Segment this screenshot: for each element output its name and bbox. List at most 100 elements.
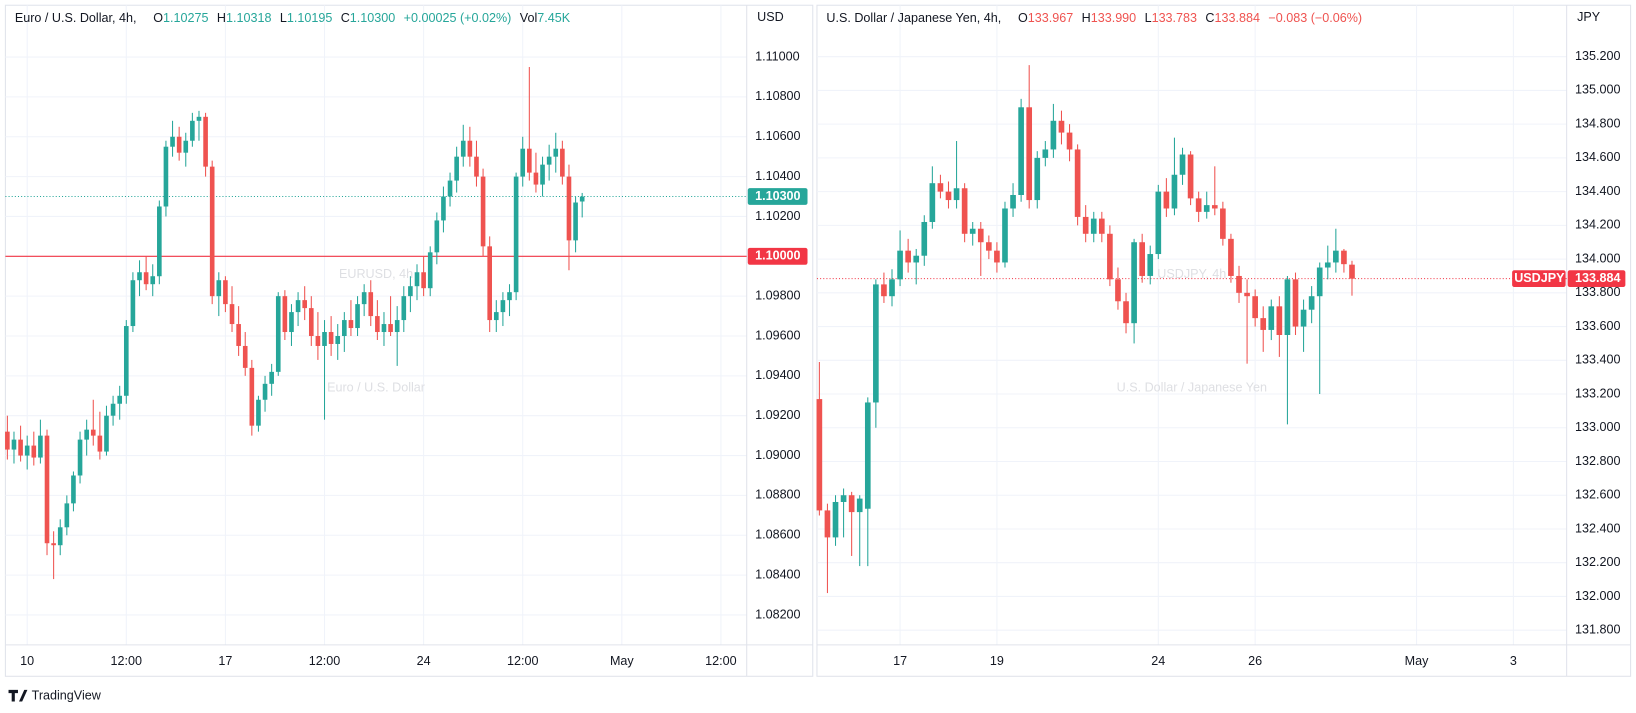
x-tick-label: 12:00 xyxy=(705,654,736,668)
chart-header: Euro / U.S. Dollar, 4h, O1.10275 H1.10318 L… xyxy=(15,11,571,25)
candle-body xyxy=(520,148,526,177)
x-tick-label: 24 xyxy=(417,654,431,668)
header-key: H xyxy=(1082,11,1091,25)
candle-body xyxy=(123,326,129,396)
y-tick-label: 132.800 xyxy=(1575,454,1620,468)
y-tick-label: 134.800 xyxy=(1575,116,1620,130)
candle-body xyxy=(881,284,887,297)
logo-mark xyxy=(8,689,28,702)
candle-body xyxy=(1203,205,1210,212)
header-title: Euro / U.S. Dollar, 4h, xyxy=(15,11,137,25)
y-tick-label: 1.10400 xyxy=(755,169,800,183)
y-tick-label: 132.400 xyxy=(1575,521,1620,535)
candle-body xyxy=(90,429,96,436)
header-key: Vol xyxy=(520,11,537,25)
x-tick-label: 10 xyxy=(20,654,34,668)
candle-body xyxy=(1115,279,1121,302)
header-value: 133.783 xyxy=(1152,11,1197,25)
chart-panel: 131.800 132.000 132.200 132.400 132.600 132.8… xyxy=(816,4,1632,677)
candle-body xyxy=(447,180,453,197)
candle-body xyxy=(937,183,944,192)
candle-body xyxy=(460,140,466,157)
candle-body xyxy=(11,439,17,450)
candle-body xyxy=(388,324,393,333)
candle-body xyxy=(994,250,1000,263)
y-tick-label: 1.10200 xyxy=(755,209,800,223)
candle-body xyxy=(1034,157,1041,201)
y-tick-label: 134.000 xyxy=(1575,251,1620,265)
candle-body xyxy=(137,272,142,281)
x-tick-label: 12:00 xyxy=(111,654,142,668)
header-key: L xyxy=(280,11,287,25)
y-tick-label: 135.200 xyxy=(1575,49,1620,63)
y-tick-label: 1.08600 xyxy=(755,528,800,542)
candle-body xyxy=(864,402,871,509)
candle-body xyxy=(1252,296,1258,319)
candle-body xyxy=(414,272,420,287)
y-tick-label: 132.200 xyxy=(1575,555,1620,569)
candle-body xyxy=(1228,238,1234,276)
candle-body xyxy=(573,202,578,241)
y-tick-label: 1.09200 xyxy=(755,408,800,422)
header-key: L xyxy=(1145,11,1152,25)
candle-body xyxy=(977,228,984,243)
candle-body xyxy=(1171,174,1178,209)
candle-body xyxy=(1082,216,1089,234)
candle-body xyxy=(348,320,354,329)
x-tick-label: 26 xyxy=(1248,654,1262,668)
brand-logo: TradingView xyxy=(8,689,102,703)
candle-body xyxy=(44,435,50,544)
y-tick-label: 1.09800 xyxy=(755,288,800,302)
candle-body xyxy=(269,371,274,384)
candle-body xyxy=(1002,208,1008,263)
candle-body xyxy=(1187,154,1194,199)
candle-body xyxy=(1179,154,1186,175)
x-tick-label: 12:00 xyxy=(309,654,340,668)
candle-body xyxy=(579,196,585,202)
candle-body xyxy=(308,308,314,337)
candle-body xyxy=(163,146,169,207)
candle-body xyxy=(229,304,235,325)
candle-body xyxy=(1211,205,1218,209)
candle-body xyxy=(401,296,407,321)
y-tick-label: 133.600 xyxy=(1575,319,1620,333)
candle-body xyxy=(71,475,76,504)
header-title: U.S. Dollar / Japanese Yen, 4h, xyxy=(826,11,1001,25)
candle-body xyxy=(342,320,347,337)
y-tick-label: 1.10800 xyxy=(755,89,800,103)
candle-body xyxy=(480,176,486,247)
candle-body xyxy=(1042,149,1049,158)
candle-body xyxy=(1098,218,1105,234)
candle-body xyxy=(242,345,248,368)
y-tick-label: 1.08800 xyxy=(755,488,800,502)
candle-body xyxy=(84,429,89,440)
candle-body xyxy=(566,176,572,241)
watermark-description: U.S. Dollar / Japanese Yen xyxy=(1117,380,1267,394)
price-label-box xyxy=(1567,270,1626,288)
candle-body xyxy=(493,312,499,321)
candle-body xyxy=(183,140,189,153)
candle-body xyxy=(953,188,960,201)
candle-body xyxy=(5,431,10,450)
candle-body xyxy=(1316,267,1323,297)
y-tick-label: 1.09600 xyxy=(755,328,800,342)
candle-body xyxy=(408,286,413,297)
candle-body xyxy=(31,445,37,458)
y-tick-label: 133.000 xyxy=(1575,420,1620,434)
candle-body xyxy=(1163,191,1170,209)
candle-body xyxy=(302,300,308,309)
x-tick-label: 17 xyxy=(893,654,907,668)
candle-body xyxy=(824,510,831,538)
candle-body xyxy=(816,399,823,511)
candle-body xyxy=(275,296,281,372)
y-tick-label: 132.000 xyxy=(1575,589,1620,603)
candle-body xyxy=(1284,279,1291,335)
candle-body xyxy=(1050,120,1057,150)
candle-body xyxy=(527,148,532,173)
candle-body xyxy=(540,164,545,185)
price-tag-box xyxy=(1512,270,1566,288)
candle-body xyxy=(381,324,387,333)
candle-body xyxy=(150,276,156,285)
candle-body xyxy=(176,136,182,153)
